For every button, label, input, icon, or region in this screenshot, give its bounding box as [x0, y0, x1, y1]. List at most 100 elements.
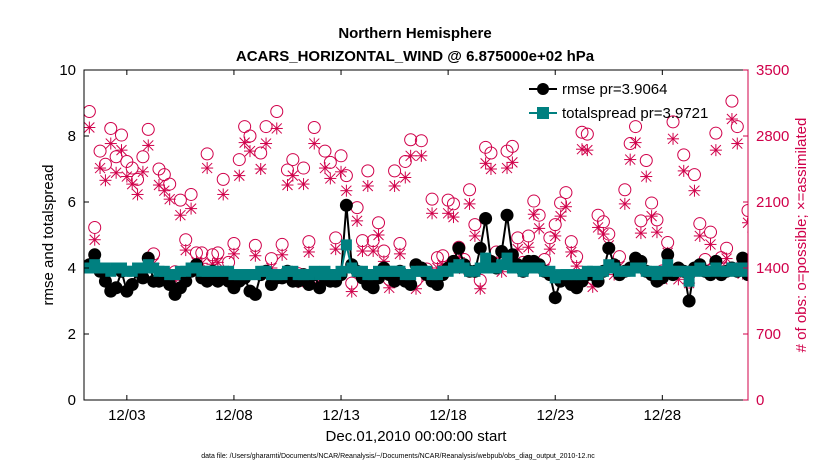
obs-possible-point — [484, 146, 498, 160]
obs-possible-point — [720, 241, 734, 255]
x-tick-label: 12/03 — [108, 407, 146, 424]
y-right-tick-label: 2100 — [756, 194, 789, 211]
obs-assimilated-point — [367, 245, 380, 258]
totalspread-point — [335, 265, 347, 277]
obs-possible-point — [307, 121, 321, 135]
obs-assimilated-point — [565, 245, 578, 258]
totalspread-point — [678, 265, 690, 277]
obs-assimilated-point — [388, 179, 401, 192]
obs-assimilated-point — [629, 136, 642, 149]
obs-possible-point — [339, 169, 353, 183]
obs-possible-point — [687, 168, 701, 182]
obs-possible-point — [463, 183, 477, 197]
totalspread-point — [474, 262, 486, 274]
y-left-tick-label: 10 — [59, 62, 76, 79]
obs-possible-point — [404, 133, 418, 147]
obs-possible-point — [254, 146, 268, 160]
obs-possible-point — [468, 218, 482, 232]
obs-possible-point — [548, 218, 562, 232]
obs-possible-point — [377, 244, 391, 258]
totalspread-point — [501, 252, 513, 264]
rmse-point — [388, 274, 402, 288]
x-axis: 12/03 12/08 12/13 12/18 12/23 12/28 — [108, 70, 681, 424]
obs-assimilated-point — [174, 209, 187, 222]
obs-possible-point — [709, 126, 723, 140]
y-right-tick-label: 2800 — [756, 128, 789, 145]
obs-possible-point — [645, 196, 659, 210]
y-left-tick-label: 2 — [68, 326, 76, 343]
totalspread-point — [544, 265, 556, 277]
y-axis-right: 0 700 1400 2100 2800 3500 — [743, 62, 789, 409]
obs-assimilated-point — [527, 208, 540, 221]
obs-possible-point — [131, 172, 145, 186]
obs-assimilated-point — [447, 211, 460, 224]
obs-assimilated-point — [163, 193, 176, 206]
obs-possible-point — [93, 144, 107, 158]
y-axis-left-label: rmse and totalspread — [40, 165, 57, 306]
obs-assimilated-point — [302, 245, 315, 258]
obs-possible-point — [286, 153, 300, 167]
obs-possible-point — [114, 128, 128, 142]
obs-possible-point — [505, 139, 519, 153]
obs-assimilated-point — [227, 247, 240, 260]
obs-possible-point — [527, 194, 541, 208]
rmse-point — [548, 291, 562, 305]
obs-possible-point — [746, 216, 748, 224]
obs-assimilated-point — [463, 197, 476, 210]
obs-assimilated-point — [233, 169, 246, 182]
obs-assimilated-point — [618, 197, 631, 210]
obs-assimilated-point — [340, 184, 353, 197]
obs-possible-point — [559, 186, 573, 200]
obs-assimilated-point — [84, 121, 96, 134]
obs-assimilated-point — [297, 178, 310, 191]
obs-assimilated-point — [201, 162, 214, 175]
obs-possible-point — [302, 235, 316, 249]
y-right-tick-label: 1400 — [756, 260, 789, 277]
rmse-point — [661, 248, 675, 262]
obs-possible-point — [388, 164, 402, 178]
obs-assimilated-point — [136, 165, 149, 178]
obs-possible-point — [334, 149, 348, 163]
rmse-point — [430, 278, 444, 291]
obs-assimilated-point — [249, 249, 262, 262]
y-left-tick-label: 0 — [68, 392, 76, 409]
totalspread-point — [656, 265, 668, 277]
rmse-point — [200, 274, 214, 288]
obs-possible-point — [693, 217, 707, 231]
obs-assimilated-point — [104, 137, 117, 150]
obs-assimilated-point — [592, 221, 605, 234]
obs-possible-point — [243, 129, 257, 143]
obs-possible-point — [580, 127, 594, 141]
obs-possible-point — [511, 231, 525, 245]
obs-assimilated-point — [126, 178, 139, 191]
obs-possible-point — [120, 154, 134, 168]
obs-possible-point — [725, 94, 739, 108]
obs-possible-point — [227, 236, 241, 250]
totalspread-point — [340, 239, 352, 251]
obs-possible-point — [109, 150, 123, 164]
obs-assimilated-point — [399, 171, 412, 184]
obs-assimilated-point — [276, 248, 289, 261]
obs-possible-point — [318, 144, 332, 158]
rmse-point — [366, 281, 380, 295]
obs-possible-point — [232, 153, 246, 167]
obs-assimilated-point — [404, 149, 417, 162]
obs-assimilated-point — [185, 202, 198, 215]
chart-subtitle: ACARS_HORIZONTAL_WIND @ 6.875000e+02 hPa — [236, 48, 595, 65]
x-tick-label: 12/08 — [215, 407, 253, 424]
obs-assimilated-point — [640, 170, 653, 183]
obs-assimilated-point — [634, 227, 647, 240]
obs-possible-point — [666, 115, 680, 129]
obs-assimilated-point — [131, 188, 144, 201]
obs-possible-point — [634, 214, 648, 228]
rmse-point — [339, 198, 353, 212]
obs-possible-point — [216, 172, 230, 186]
obs-assimilated-point — [484, 163, 497, 175]
obs-possible-point — [270, 104, 284, 118]
obs-possible-point — [575, 125, 589, 139]
obs-possible-point — [741, 203, 748, 217]
obs-possible-point — [195, 246, 209, 260]
obs-assimilated-point — [677, 164, 690, 177]
obs-assimilated-point — [704, 238, 717, 251]
obs-assimilated-point — [522, 241, 535, 254]
